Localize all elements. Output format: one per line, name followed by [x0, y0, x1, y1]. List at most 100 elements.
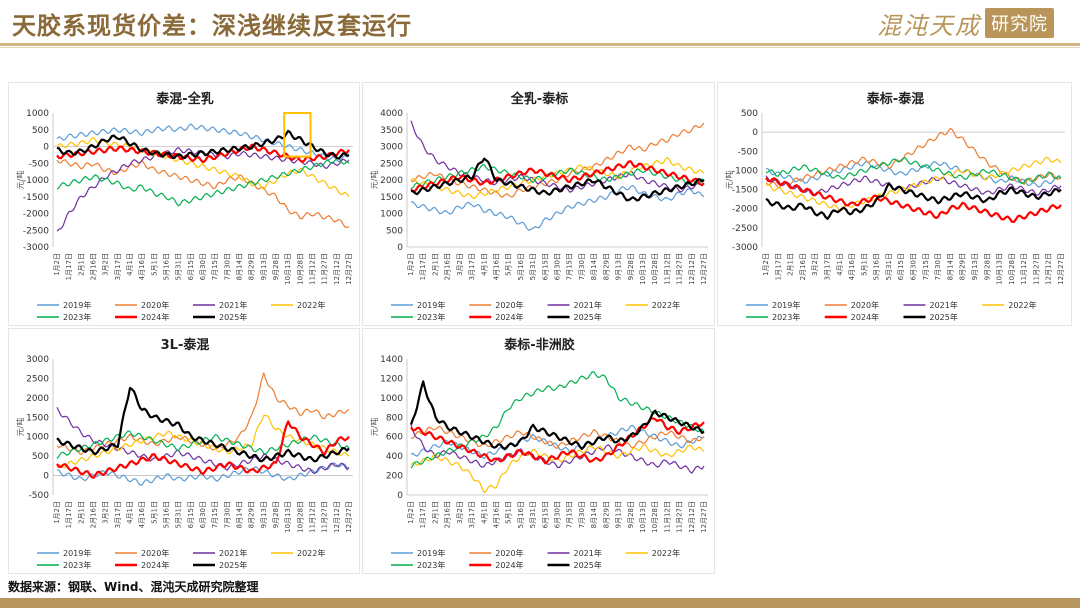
- x-tick-label: 2月1日: [431, 501, 439, 524]
- legend-label: 2021年: [219, 300, 247, 310]
- x-tick-label: 5月16日: [163, 253, 171, 280]
- y-tick-label: 500: [32, 452, 49, 462]
- legend-label: 2021年: [219, 548, 247, 558]
- x-tick-label: 6月30日: [910, 253, 918, 280]
- x-tick-label: 7月30日: [578, 501, 586, 528]
- legend-label: 2020年: [495, 548, 523, 558]
- legend-label: 2022年: [652, 300, 680, 310]
- legend-item-2022年: 2022年: [625, 300, 680, 310]
- legend-label: 2022年: [297, 300, 325, 310]
- series-line-2025年: [409, 380, 705, 451]
- x-tick-label: 11月27日: [321, 501, 329, 533]
- x-tick-label: 5月16日: [163, 501, 171, 528]
- x-tick-label: 1月2日: [407, 253, 415, 276]
- x-tick-label: 4月1日: [480, 253, 488, 276]
- x-tick-label: 5月16日: [517, 253, 525, 280]
- x-tick-label: 4月1日: [836, 253, 844, 276]
- x-tick-label: 9月13日: [615, 253, 623, 280]
- x-tick-label: 9月28日: [627, 253, 635, 280]
- x-tick-label: 4月1日: [126, 253, 134, 276]
- chart-panel-5: 泰标-非洲胶 元/吨 1400 1200 1000 800 600 400 200 0 1月2日 1月…: [362, 328, 715, 574]
- x-tick-label: 8月14日: [590, 253, 598, 280]
- x-tick-label: 6月30日: [554, 501, 562, 528]
- x-tick-label: 11月27日: [676, 253, 684, 285]
- y-tick-label: 400: [386, 452, 403, 462]
- legend-item-2023年: 2023年: [746, 312, 800, 322]
- x-tick-label: 12月27日: [345, 253, 353, 285]
- y-tick-label: 0: [397, 491, 403, 501]
- legend-item-2025年: 2025年: [547, 312, 602, 322]
- legend-label: 2023年: [63, 312, 91, 322]
- x-tick-label: 2月1日: [787, 253, 795, 276]
- y-tick-label: -500: [29, 159, 50, 169]
- x-tick-label: 5月1日: [505, 501, 513, 524]
- series-line-2021年: [56, 407, 350, 475]
- x-tick-label: 9月13日: [260, 253, 268, 280]
- chart-svg-2: 全乳-泰标元/吨 4000 3500 3000 2500 2000 1500 1000 500 0…: [369, 91, 708, 322]
- y-tick-label: -2500: [732, 224, 758, 234]
- y-tick-label: 3000: [380, 143, 403, 153]
- series-line-2021年: [410, 424, 705, 474]
- series-line-2019年: [410, 184, 705, 231]
- x-tick-label: 12月27日: [1057, 253, 1065, 285]
- x-tick-label: 2月16日: [90, 253, 98, 280]
- legend-label: 2025年: [930, 312, 958, 322]
- series-line-2025年: [765, 182, 1062, 220]
- x-tick-label: 10月13日: [284, 501, 292, 533]
- y-tick-label: 1000: [26, 109, 49, 119]
- series-line-2020年: [410, 122, 705, 198]
- chart-title: 泰标-泰混: [866, 91, 924, 107]
- x-tick-label: 12月27日: [700, 501, 708, 533]
- x-tick-label: 7月30日: [934, 253, 942, 280]
- x-tick-label: 5月16日: [517, 501, 525, 528]
- x-tick-label: 11月12日: [309, 253, 317, 285]
- x-tick-label: 4月16日: [492, 253, 500, 280]
- series-line-2023年: [410, 164, 705, 190]
- legend-label: 2024年: [141, 312, 169, 322]
- x-tick-label: 6月15日: [187, 501, 195, 528]
- x-tick-label: 5月31日: [529, 253, 537, 280]
- chart-svg-4: 3L-泰混元/吨 3000 2500 2000 1500 1000 500 0 -5001月2日…: [15, 337, 353, 570]
- x-tick-label: 9月28日: [627, 501, 635, 528]
- y-tick-label: -3000: [23, 243, 49, 253]
- x-tick-label: 4月16日: [848, 253, 856, 280]
- series-line-2024年: [765, 177, 1062, 223]
- x-tick-label: 7月15日: [566, 501, 574, 528]
- series-line-2021年: [410, 120, 705, 193]
- y-axis-label: 元/吨: [15, 171, 25, 190]
- legend-item-2021年: 2021年: [547, 548, 602, 558]
- x-tick-label: 5月16日: [873, 253, 881, 280]
- x-tick-label: 8月29日: [602, 501, 610, 528]
- x-tick-label: 12月12日: [688, 501, 696, 533]
- legend-label: 2023年: [417, 560, 445, 570]
- x-tick-label: 8月29日: [248, 501, 256, 528]
- x-tick-label: 11月27日: [1032, 253, 1040, 285]
- y-tick-label: -1500: [23, 193, 49, 203]
- y-tick-label: -1000: [732, 166, 758, 176]
- x-tick-label: 7月15日: [211, 501, 219, 528]
- y-tick-label: -2000: [23, 210, 49, 220]
- x-tick-label: 2月16日: [799, 253, 807, 280]
- legend-label: 2023年: [417, 312, 445, 322]
- y-tick-label: 500: [741, 109, 758, 119]
- legend-label: 2024年: [495, 560, 523, 570]
- x-tick-label: 11月27日: [321, 253, 329, 285]
- legend-item-2022年: 2022年: [271, 548, 325, 558]
- chart-svg-1: 泰混-全乳元/吨 1000 500 0 -500 -1000 -1500 -2000 -2500…: [15, 91, 353, 322]
- y-tick-label: 200: [386, 472, 403, 482]
- legend-label: 2020年: [141, 548, 169, 558]
- y-tick-label: -500: [738, 147, 759, 157]
- legend-label: 2022年: [1008, 300, 1036, 310]
- x-tick-label: 11月12日: [663, 253, 671, 285]
- x-tick-label: 2月1日: [77, 501, 85, 524]
- series-line-2023年: [56, 430, 350, 459]
- series-line-2023年: [410, 371, 705, 469]
- x-tick-label: 10月28日: [1008, 253, 1016, 285]
- x-tick-label: 4月1日: [480, 501, 488, 524]
- x-tick-label: 1月2日: [762, 253, 770, 276]
- legend-item-2021年: 2021年: [193, 300, 247, 310]
- y-tick-label: 1200: [380, 374, 403, 384]
- chart-title: 泰标-非洲胶: [503, 337, 574, 353]
- x-tick-label: 12月12日: [333, 253, 341, 285]
- x-tick-label: 9月28日: [983, 253, 991, 280]
